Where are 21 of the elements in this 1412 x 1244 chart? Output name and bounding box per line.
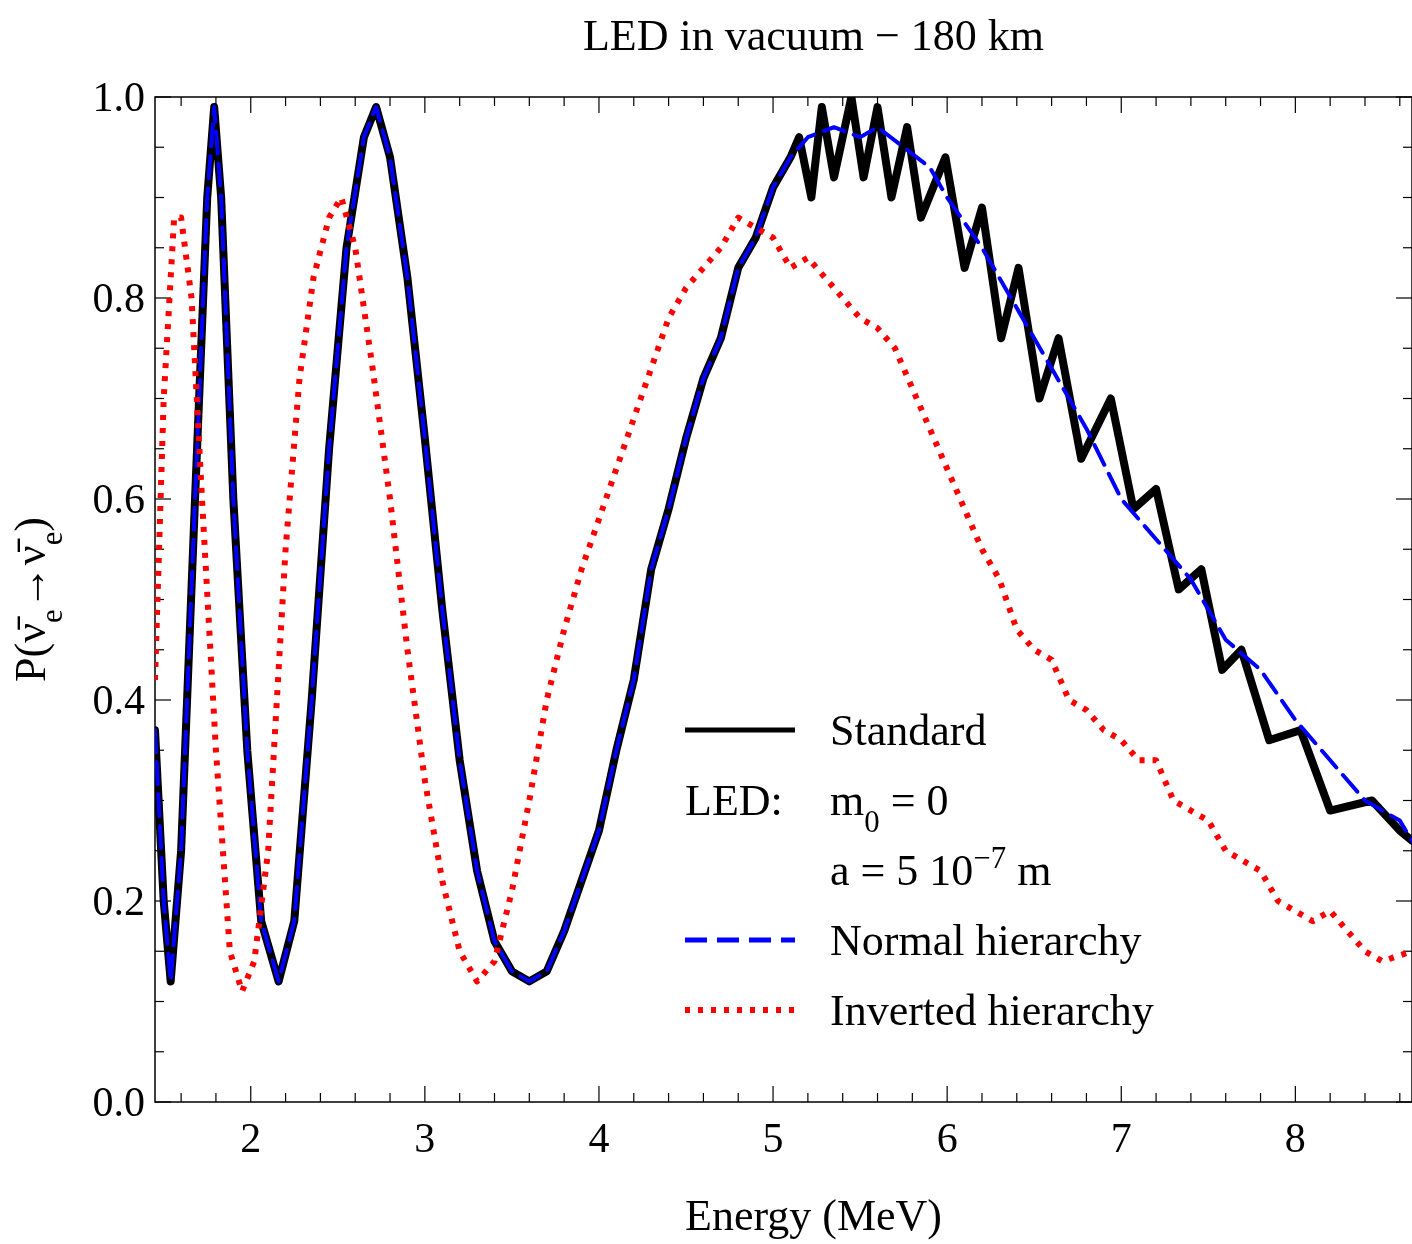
annotation: m$_{0}$ = 0 — [830, 776, 949, 839]
x-tick-label: 3 — [414, 1115, 436, 1161]
x-tick-label: 2 — [240, 1115, 262, 1161]
y-tick-label: 0.8 — [92, 275, 145, 321]
x-tick-label: 7 — [1110, 1115, 1132, 1161]
x-tick-label: 5 — [762, 1115, 784, 1161]
x-tick-label: 6 — [936, 1115, 958, 1161]
y-tick-label: 0.2 — [92, 878, 145, 924]
annotation: a = 5 10$^{−7}$ m — [830, 841, 1052, 895]
legend-label: Standard — [830, 706, 987, 755]
chart-title: LED in vacuum − 180 km — [582, 11, 1045, 60]
x-tick-label: 8 — [1284, 1115, 1306, 1161]
annotation: LED: — [685, 776, 783, 825]
y-tick-label: 1.0 — [92, 74, 145, 120]
x-tick-label: 4 — [588, 1115, 610, 1161]
legend-label: Inverted hierarchy — [830, 986, 1154, 1035]
legend-label: Normal hierarchy — [830, 916, 1142, 965]
y-tick-label: 0.0 — [92, 1079, 145, 1125]
y-tick-label: 0.6 — [92, 476, 145, 522]
y-tick-label: 0.4 — [92, 677, 145, 723]
x-axis-title: Energy (MeV) — [685, 1191, 942, 1240]
